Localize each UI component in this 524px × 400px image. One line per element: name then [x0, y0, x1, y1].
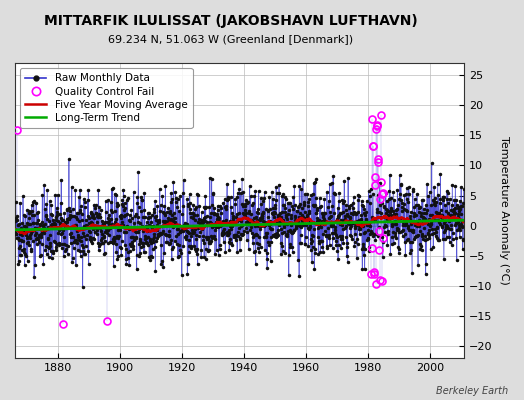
Legend: Raw Monthly Data, Quality Control Fail, Five Year Moving Average, Long-Term Tren: Raw Monthly Data, Quality Control Fail, …: [20, 68, 192, 128]
Y-axis label: Temperature Anomaly (°C): Temperature Anomaly (°C): [499, 136, 509, 285]
Text: Berkeley Earth: Berkeley Earth: [436, 386, 508, 396]
Text: 69.234 N, 51.063 W (Greenland [Denmark]): 69.234 N, 51.063 W (Greenland [Denmark]): [108, 34, 353, 44]
Text: MITTARFIK ILULISSAT (JAKOBSHAVN LUFTHAVN): MITTARFIK ILULISSAT (JAKOBSHAVN LUFTHAVN…: [43, 14, 418, 28]
